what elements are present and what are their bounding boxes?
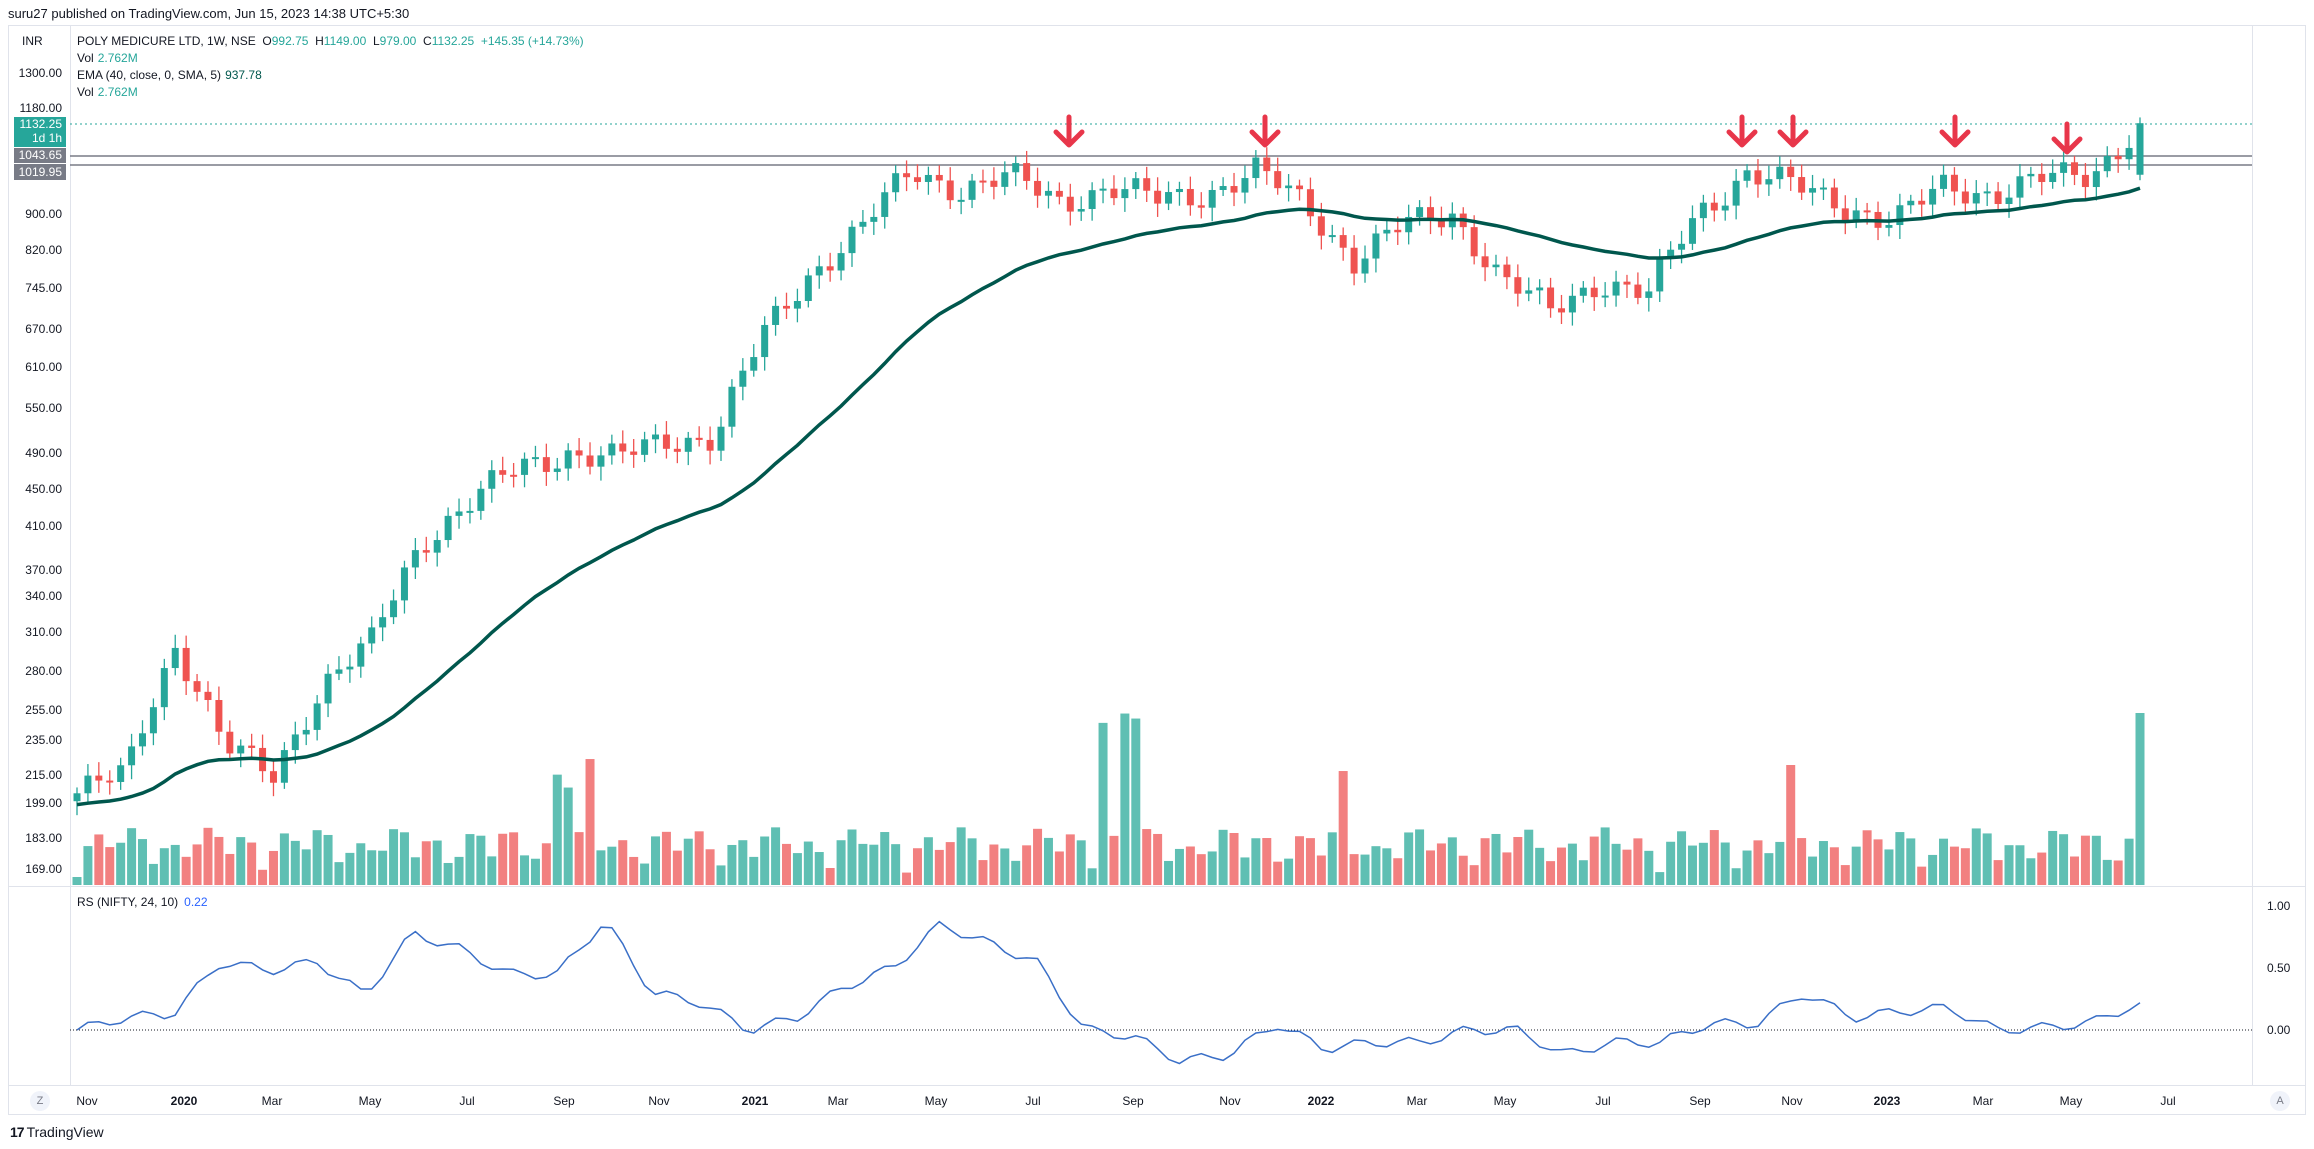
time-tick: Jul	[1025, 1094, 1041, 1108]
arrow-down-icon	[1726, 114, 1758, 148]
symbol-row[interactable]: POLY MEDICURE LTD, 1W, NSE O992.75 H1149…	[77, 34, 584, 48]
rs-title: RS (NIFTY, 24, 10)	[77, 895, 179, 909]
high-value: 1149.00	[323, 34, 367, 48]
time-tick: Mar	[827, 1094, 849, 1108]
last-price-tag: 1132.25 1d 1h	[14, 117, 66, 147]
time-tick: Nov	[76, 1094, 98, 1108]
chart-legend: POLY MEDICURE LTD, 1W, NSE O992.75 H1149…	[77, 33, 584, 101]
time-tick: Jul	[1595, 1094, 1611, 1108]
chart-frame	[8, 25, 2306, 1115]
symbol-title: POLY MEDICURE LTD, 1W, NSE	[77, 34, 256, 48]
time-tick: 2021	[741, 1094, 769, 1108]
time-tick: 2020	[170, 1094, 198, 1108]
change-value: +145.35 (+14.73%)	[480, 34, 584, 48]
currency-label: INR	[22, 34, 43, 48]
time-tick: Nov	[1781, 1094, 1803, 1108]
tradingview-logo[interactable]: 17 TradingView	[10, 1124, 104, 1140]
price-tick: 745.00	[25, 281, 62, 295]
price-tick: 280.00	[25, 664, 62, 678]
time-tick: Sep	[1689, 1094, 1711, 1108]
pane-divider[interactable]	[8, 886, 2306, 887]
price-tick: 610.00	[25, 360, 62, 374]
price-tick: 1300.00	[18, 66, 62, 80]
price-tick: 215.00	[25, 768, 62, 782]
time-tick: 2022	[1307, 1094, 1335, 1108]
time-tick: May	[924, 1094, 948, 1108]
time-tick: May	[358, 1094, 382, 1108]
bar-countdown: 1d 1h	[31, 131, 62, 145]
time-tick: Nov	[1219, 1094, 1241, 1108]
arrow-down-icon	[1939, 114, 1971, 148]
time-tick: Jul	[2160, 1094, 2176, 1108]
level-tag-lower: 1019.95	[14, 164, 66, 180]
price-tick: 490.00	[25, 446, 62, 460]
price-tick: 450.00	[25, 482, 62, 496]
time-tick: Mar	[1406, 1094, 1428, 1108]
published-caption: suru27 published on TradingView.com, Jun…	[8, 6, 410, 21]
price-tick: 370.00	[25, 563, 62, 577]
rs-line	[76, 920, 2141, 1065]
arrow-down-icon	[1249, 114, 1281, 148]
price-tick: 310.00	[25, 625, 62, 639]
rs-tick: 0.50	[2267, 961, 2291, 975]
price-tick: 900.00	[25, 207, 62, 221]
time-tick: Sep	[1122, 1094, 1144, 1108]
price-tick: 255.00	[25, 703, 62, 717]
price-tick: 670.00	[25, 322, 62, 336]
rs-value: 0.22	[184, 895, 208, 909]
ema-value: 937.78	[225, 68, 262, 82]
volume-legend-row[interactable]: Vol 2.762M	[77, 51, 138, 65]
price-tick: 1180.00	[19, 101, 63, 115]
time-tick: Mar	[261, 1094, 283, 1108]
arrow-down-icon	[1053, 114, 1085, 148]
price-tick: 169.00	[25, 862, 62, 876]
price-tick: 235.00	[25, 733, 62, 747]
price-tick: 199.00	[25, 796, 62, 810]
time-tick: May	[1493, 1094, 1517, 1108]
time-tick: 2023	[1873, 1094, 1901, 1108]
volume-bars	[72, 713, 2145, 885]
ema-legend-row[interactable]: EMA (40, close, 0, SMA, 5) 937.78	[77, 68, 262, 82]
ema-line	[76, 186, 2141, 807]
time-tick: Nov	[648, 1094, 670, 1108]
price-tick: 340.00	[25, 589, 62, 603]
open-value: 992.75	[271, 34, 309, 48]
low-value: 979.00	[379, 34, 417, 48]
price-axis-right[interactable]: 1.00 0.50 0.00	[2252, 25, 2307, 1085]
price-tick: 183.00	[25, 831, 62, 845]
close-value: 1132.25	[431, 34, 475, 48]
volume2-value: 2.762M	[97, 85, 138, 99]
time-axis[interactable]: Nov 2020 Mar May Jul Sep Nov 2021 Mar Ma…	[8, 1085, 2306, 1116]
volume2-legend-row[interactable]: Vol 2.762M	[77, 85, 138, 99]
time-tick: Sep	[553, 1094, 575, 1108]
time-tick: Mar	[1972, 1094, 1994, 1108]
rs-tick: 0.00	[2267, 1023, 2291, 1037]
rs-legend[interactable]: RS (NIFTY, 24, 10) 0.22	[77, 895, 208, 909]
arrow-down-icon	[2051, 121, 2083, 155]
time-tick: Jul	[459, 1094, 475, 1108]
price-axis-left[interactable]: 1300.00 1180.00 900.00 820.00 745.00 670…	[8, 25, 71, 1085]
tradingview-logo-icon: 17	[10, 1124, 25, 1140]
price-tick: 820.00	[25, 243, 62, 257]
rs-tick: 1.00	[2267, 899, 2291, 913]
price-tick: 550.00	[25, 401, 62, 415]
auto-scale-button[interactable]: A	[2270, 1091, 2290, 1111]
candlesticks	[73, 117, 2144, 816]
time-tick: May	[2059, 1094, 2083, 1108]
log-scale-toggle-button[interactable]: Z	[30, 1091, 50, 1111]
volume-value: 2.762M	[97, 51, 138, 65]
level-tag-upper: 1043.65	[14, 148, 66, 163]
price-tick: 410.00	[25, 519, 62, 533]
arrow-down-icon	[1777, 114, 1809, 148]
